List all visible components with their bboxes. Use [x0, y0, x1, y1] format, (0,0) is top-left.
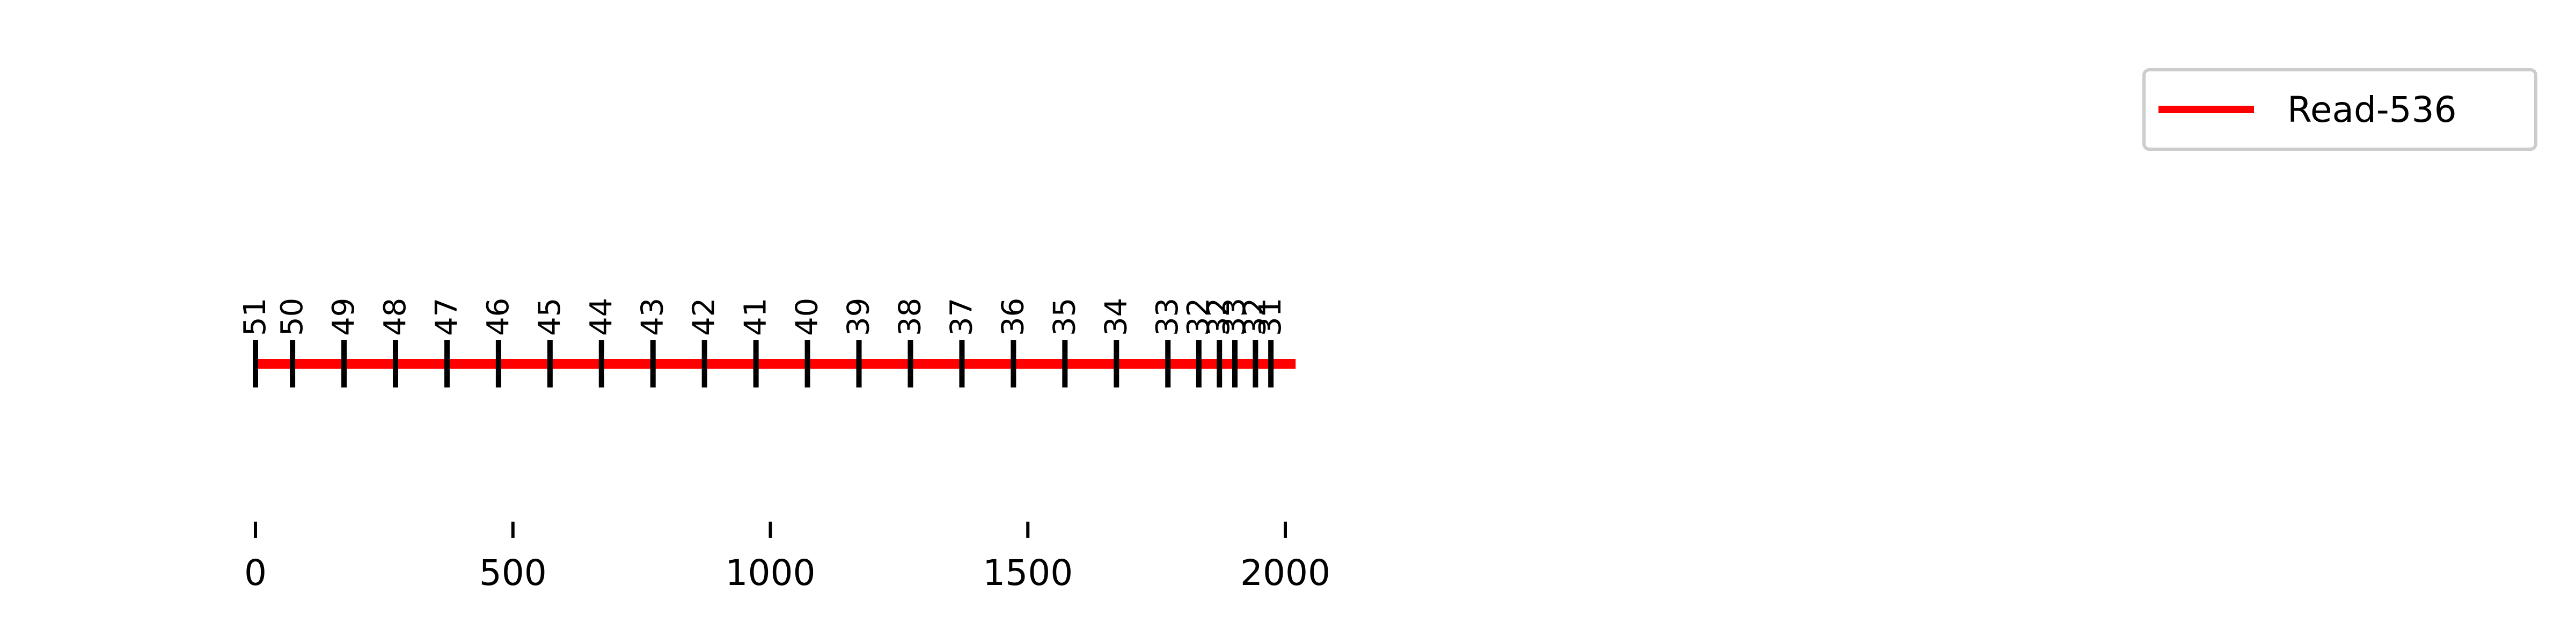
position-marks: 51 50 49 48 47 46 45 44 43 42 41 40 39 38 37 36 35 34 3332… [238, 298, 1288, 387]
position-label: 36 [996, 298, 1030, 336]
x-axis: 0 500 1000 1500 2000 [244, 522, 1330, 594]
position-label: 39 [841, 298, 876, 336]
position-label: 44 [584, 298, 619, 336]
position-label: 43 [635, 298, 670, 336]
legend-box [2142, 68, 2537, 151]
x-tick-label: 1000 [726, 552, 816, 594]
legend-label-read-536: Read-536 [2287, 89, 2457, 130]
position-label: 51 [238, 298, 273, 336]
position-label: 33 [1217, 298, 1252, 336]
position-label: 31 [1253, 298, 1288, 336]
position-label: 32 [1202, 298, 1236, 336]
position-label: 50 [275, 298, 310, 336]
position-label: 37 [944, 298, 979, 336]
position-label: 32 [1181, 298, 1216, 336]
position-label: 49 [326, 298, 361, 336]
x-tick-label: 500 [479, 552, 547, 594]
position-label: 45 [532, 298, 567, 336]
position-label: 46 [481, 298, 516, 336]
position-label: 38 [892, 298, 927, 336]
position-label: 41 [738, 298, 773, 336]
position-label: 33 [1150, 298, 1185, 336]
x-tick-label: 0 [244, 552, 267, 594]
position-label: 48 [378, 298, 413, 336]
x-tick-label: 2000 [1240, 552, 1330, 594]
legend: Read-536 [2142, 68, 2537, 151]
position-label: 40 [790, 298, 825, 336]
position-label: 34 [1099, 298, 1133, 336]
x-tick-label: 1500 [983, 552, 1073, 594]
position-label: 47 [429, 298, 464, 336]
position-label: 35 [1047, 298, 1082, 336]
position-label: 32 [1238, 298, 1272, 336]
position-label: 42 [687, 298, 722, 336]
